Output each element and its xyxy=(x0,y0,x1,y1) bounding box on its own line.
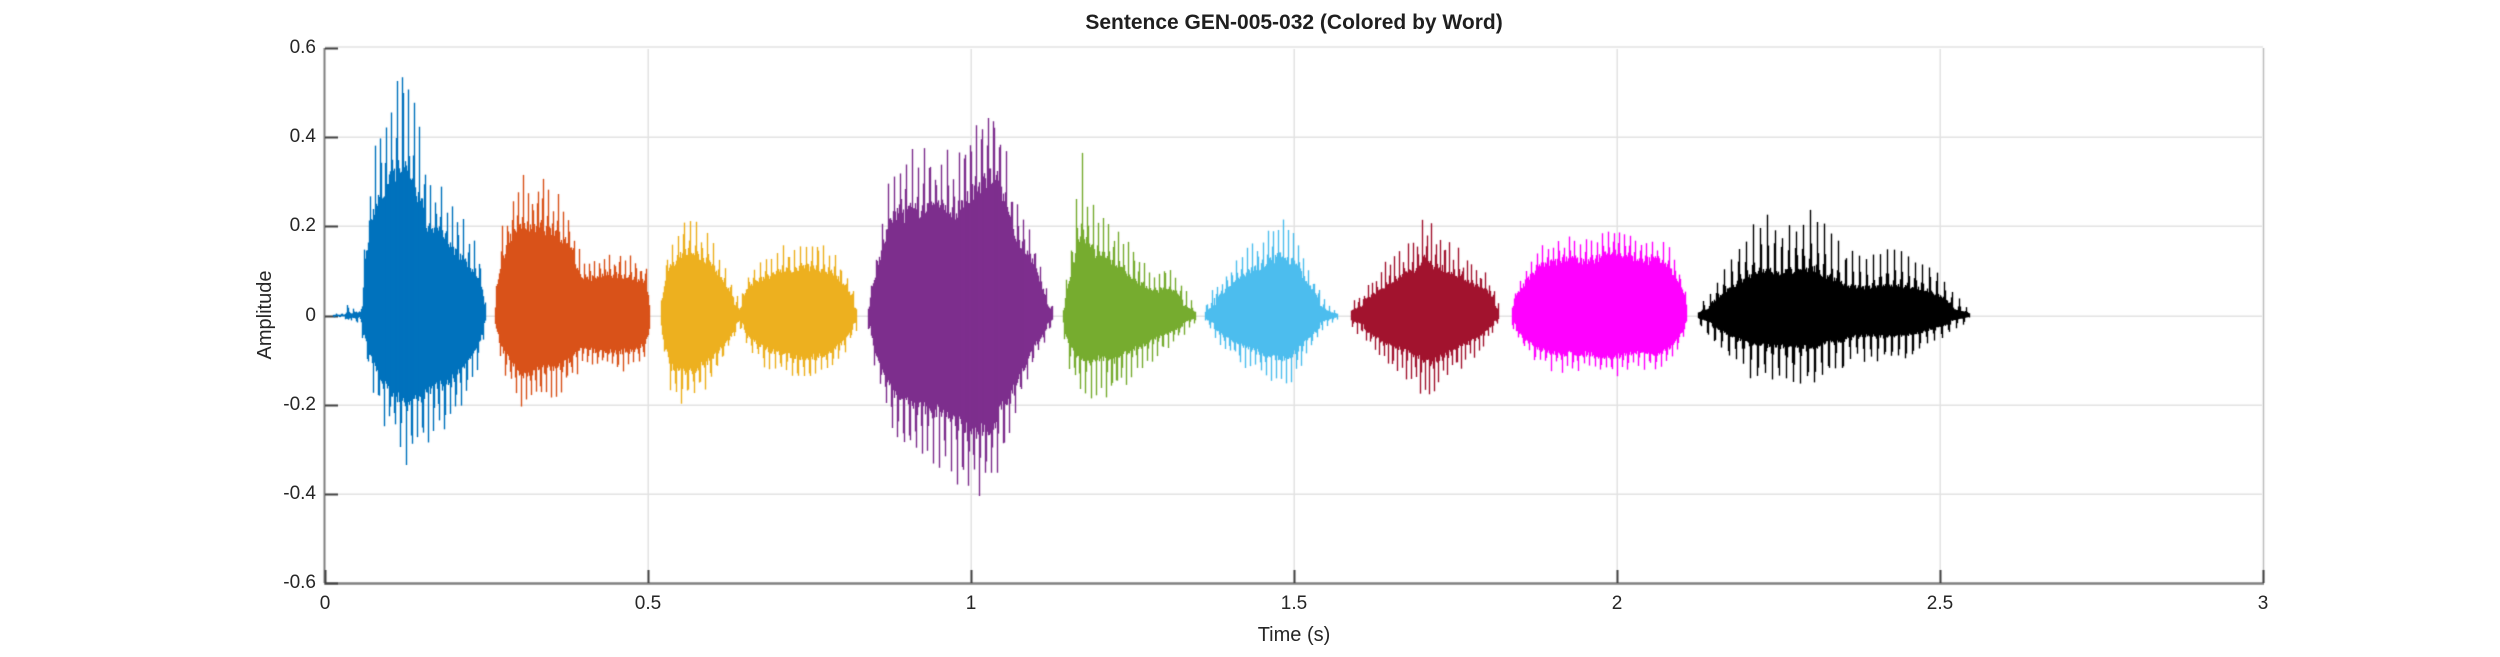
y-tick-label: -0.2 xyxy=(283,393,316,415)
y-tick-label: 0.6 xyxy=(289,37,316,58)
x-tick-label: 0.5 xyxy=(634,593,662,614)
x-tick-label: 1 xyxy=(965,593,977,614)
x-tick-label: 2.5 xyxy=(1926,593,1954,614)
x-tick-label: 2 xyxy=(1611,593,1623,614)
x-tick-label: 1.5 xyxy=(1280,593,1308,614)
y-tick-label: 0.4 xyxy=(289,126,316,148)
x-tick-label: 3 xyxy=(2257,593,2269,614)
chart-title: Sentence GEN-005-032 (Colored by Word) xyxy=(1085,11,1503,34)
y-tick-label: -0.4 xyxy=(283,482,316,504)
y-tick-label: 0.2 xyxy=(289,215,316,237)
x-tick-label: 0 xyxy=(319,593,331,614)
y-tick-label: 0 xyxy=(305,304,316,326)
x-axis-label: Time (s) xyxy=(1257,624,1331,646)
y-tick-label: -0.6 xyxy=(283,572,316,593)
